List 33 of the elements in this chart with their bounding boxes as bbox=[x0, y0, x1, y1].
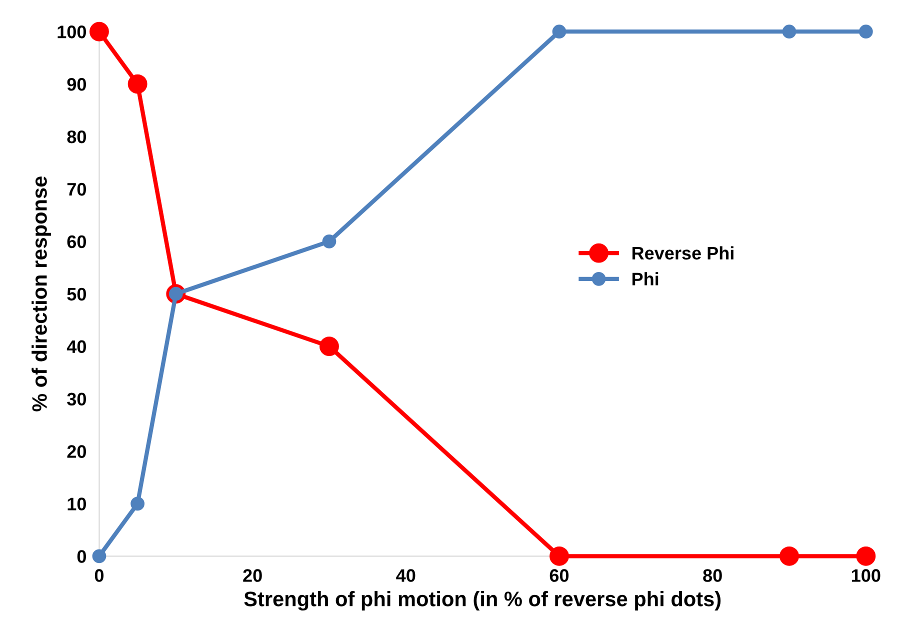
y-tick-label: 20 bbox=[67, 445, 86, 458]
x-tick-label: 100 bbox=[852, 569, 880, 582]
y-tick-label: 100 bbox=[58, 26, 86, 38]
legend-label: Reverse Phi bbox=[632, 246, 734, 260]
x-tick-label: 40 bbox=[396, 569, 416, 582]
point bbox=[782, 24, 796, 39]
point bbox=[92, 549, 106, 564]
y-tick-label: 90 bbox=[67, 78, 86, 91]
point bbox=[780, 546, 799, 566]
y-tick-label: 30 bbox=[67, 392, 86, 406]
point bbox=[552, 24, 566, 39]
point bbox=[322, 234, 336, 248]
point bbox=[858, 24, 873, 39]
x-tick-label: 60 bbox=[550, 569, 569, 582]
x-axis-title: Strength of phi motion (in % of reverse phi dots) bbox=[244, 591, 721, 611]
y-tick-label: 40 bbox=[66, 340, 86, 354]
y-tick-label: 10 bbox=[68, 498, 86, 510]
y-tick-label: 0 bbox=[77, 550, 86, 563]
legend-label: Phi bbox=[632, 272, 658, 286]
x-tick-label: 20 bbox=[243, 569, 262, 582]
y-tick-label: 50 bbox=[67, 288, 86, 301]
point bbox=[550, 546, 569, 566]
point bbox=[130, 496, 144, 511]
y-axis-title: % of direction response bbox=[32, 176, 52, 412]
point bbox=[856, 546, 876, 566]
y-tick-label: 60 bbox=[67, 235, 86, 248]
y-tick-label: 70 bbox=[67, 182, 86, 196]
point bbox=[128, 74, 148, 94]
x-tick-label: 0 bbox=[94, 569, 104, 582]
y-tick-label: 80 bbox=[67, 130, 86, 144]
x-tick-label: 80 bbox=[703, 569, 722, 582]
point bbox=[320, 336, 339, 356]
point bbox=[89, 22, 109, 42]
